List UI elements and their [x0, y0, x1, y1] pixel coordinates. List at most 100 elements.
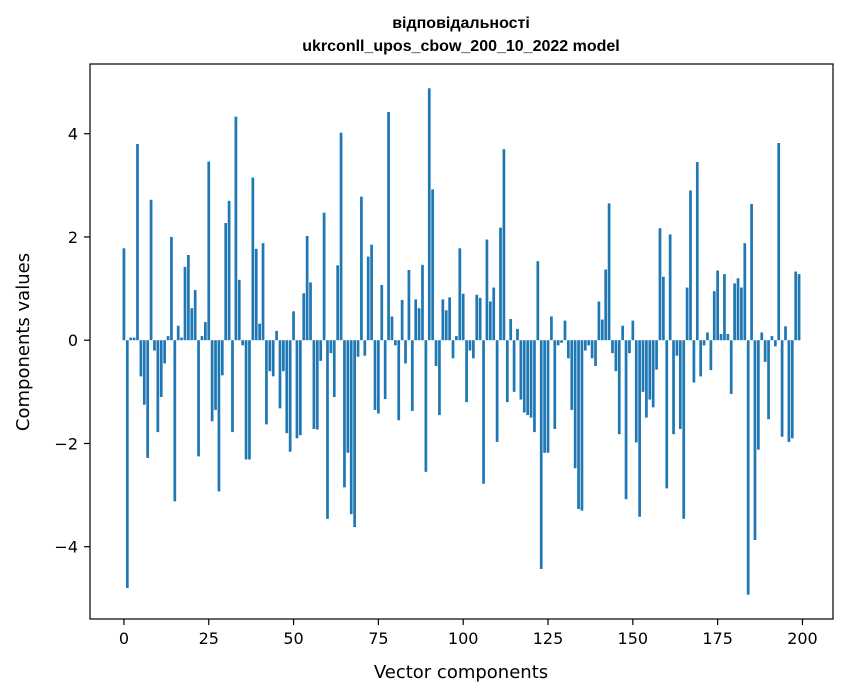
bar-78 [387, 112, 390, 341]
bar-75 [377, 340, 380, 414]
bar-82 [400, 299, 404, 341]
bar-15 [173, 340, 177, 502]
bar-104 [475, 294, 479, 341]
x-tick-label: 200 [787, 629, 818, 648]
bar-66 [346, 340, 350, 453]
bar-144 [611, 340, 614, 354]
bar-71 [363, 340, 367, 356]
bar-12 [163, 340, 166, 364]
bar-7 [146, 340, 150, 458]
bar-199 [797, 274, 801, 341]
bar-192 [773, 340, 777, 347]
bar-65 [343, 340, 346, 488]
x-tick-label: 25 [199, 629, 219, 648]
bar-159 [662, 276, 665, 341]
bar-151 [634, 340, 638, 443]
bar-128 [556, 340, 560, 346]
bar-172 [706, 332, 709, 341]
bar-42 [265, 340, 268, 425]
y-tick-label: −4 [54, 538, 78, 557]
bar-73 [370, 244, 373, 341]
bar-148 [624, 340, 628, 500]
bar-48 [285, 340, 289, 434]
bar-191 [770, 336, 774, 341]
bar-84 [407, 269, 411, 341]
bar-2 [129, 337, 133, 341]
bar-74 [373, 340, 377, 410]
bar-107 [485, 239, 489, 341]
y-tick-label: 4 [68, 125, 78, 144]
bar-189 [763, 340, 767, 362]
bar-41 [261, 243, 265, 341]
bar-165 [682, 340, 686, 519]
bar-33 [234, 116, 238, 341]
bar-100 [461, 293, 465, 341]
bar-23 [200, 336, 204, 341]
x-tick-label: 125 [533, 629, 564, 648]
bar-80 [393, 340, 397, 346]
bar-47 [282, 340, 285, 372]
bar-139 [594, 340, 597, 367]
bar-52 [298, 340, 302, 436]
bar-146 [617, 340, 621, 435]
bar-188 [760, 332, 764, 341]
bar-50 [292, 311, 295, 341]
y-tick-label: 2 [68, 228, 78, 247]
bar-135 [580, 340, 584, 511]
bar-160 [665, 340, 669, 489]
bar-59 [322, 212, 326, 341]
bar-3 [132, 337, 136, 341]
bar-96 [448, 297, 451, 341]
bar-181 [736, 278, 740, 341]
bar-46 [278, 340, 282, 409]
bar-88 [421, 264, 424, 341]
bar-94 [441, 299, 445, 341]
bar-28 [217, 340, 221, 492]
bar-99 [458, 248, 462, 341]
bar-153 [641, 340, 645, 392]
bar-119 [526, 340, 530, 416]
bar-54 [305, 235, 309, 341]
bar-17 [180, 337, 183, 341]
bar-60 [326, 340, 329, 519]
bar-164 [678, 340, 682, 430]
bar-136 [583, 340, 587, 351]
bar-1 [125, 340, 129, 589]
bar-150 [631, 320, 635, 341]
bar-194 [780, 340, 784, 437]
x-tick-label: 50 [283, 629, 303, 648]
bar-169 [695, 162, 699, 341]
bar-178 [726, 334, 730, 341]
bar-10 [156, 340, 160, 433]
bar-9 [153, 340, 156, 351]
bar-62 [332, 340, 336, 397]
bar-131 [567, 340, 570, 359]
bar-86 [414, 299, 418, 341]
bar-132 [570, 340, 574, 410]
bar-89 [424, 340, 428, 472]
bar-18 [183, 266, 187, 341]
bar-0 [122, 248, 126, 341]
bar-155 [648, 340, 652, 400]
bar-157 [655, 340, 658, 370]
bar-110 [495, 340, 499, 442]
bar-137 [587, 340, 591, 346]
bar-182 [740, 287, 743, 341]
bar-147 [621, 325, 625, 341]
bar-175 [716, 270, 720, 341]
bar-116 [516, 328, 519, 341]
bar-38 [251, 177, 255, 341]
bar-163 [675, 340, 679, 356]
bar-56 [312, 340, 316, 430]
x-tick-label: 175 [702, 629, 733, 648]
bar-134 [577, 340, 580, 510]
bar-109 [492, 287, 496, 341]
bar-161 [668, 234, 672, 341]
bar-105 [478, 297, 482, 341]
x-axis-label: Vector components [374, 662, 548, 683]
bar-67 [349, 340, 353, 515]
bar-125 [546, 340, 550, 453]
bar-61 [329, 340, 333, 354]
bar-171 [702, 340, 706, 346]
